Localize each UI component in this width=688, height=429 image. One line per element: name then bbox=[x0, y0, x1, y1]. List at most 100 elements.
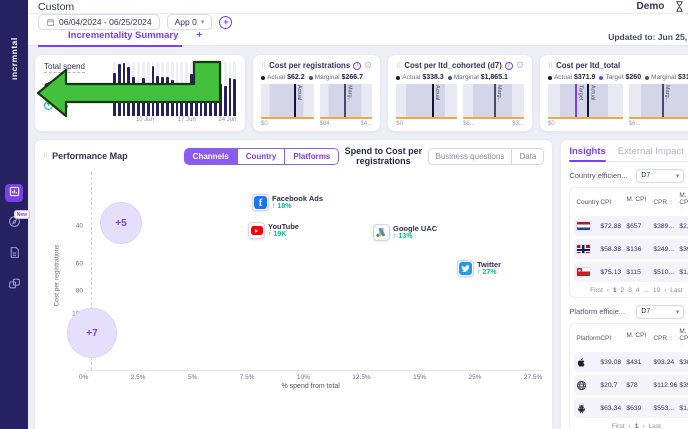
kpi-card-title: Cost per ltd_total bbox=[556, 61, 621, 70]
table-cell: $63.34 bbox=[600, 404, 622, 412]
sidebar-item-reports[interactable] bbox=[5, 246, 23, 264]
hourglass-icon[interactable] bbox=[673, 0, 686, 13]
kpi-legend: Actual $338.3 Marginal $1,865.1 bbox=[396, 74, 524, 81]
tab-insights[interactable]: Insights bbox=[569, 146, 607, 162]
distribution-axis: $0 · · · · bbox=[548, 120, 623, 127]
channel-marker-youtube[interactable]: YouTube ↑ 19K bbox=[248, 222, 299, 239]
cohort-select[interactable]: D7 ▾ bbox=[636, 304, 685, 319]
marker-label: Marg... bbox=[346, 85, 353, 103]
page-button[interactable]: 2 bbox=[620, 287, 625, 294]
tab-external-impact[interactable]: External Impact bbox=[617, 146, 684, 157]
page-button[interactable]: 1 bbox=[634, 423, 639, 429]
kpi-card-title: Cost per ltd_cohorted (d7) bbox=[404, 61, 502, 70]
page-button[interactable]: First bbox=[611, 423, 625, 429]
table-cell: $386... bbox=[679, 358, 688, 366]
sidebar-item-integrations[interactable] bbox=[5, 277, 23, 295]
settings-gear-icon[interactable]: ⚙ bbox=[515, 60, 524, 70]
kpi-card: ⠿ Cost per ltd_cohorted (d7) i ⚙ Actual $338.… bbox=[387, 54, 533, 132]
table-row: $75.13 $115 $510... $1,80... bbox=[574, 262, 688, 282]
app-selector[interactable]: App 0 ▾ bbox=[166, 14, 213, 30]
tab-incrementality-summary[interactable]: Incrementality Summary bbox=[38, 30, 183, 47]
sort-icon[interactable]: ⋮ bbox=[668, 200, 675, 206]
sidebar-item-dashboard[interactable] bbox=[5, 184, 23, 202]
drag-handle-icon[interactable]: ⠿ bbox=[43, 153, 49, 160]
distribution-charts: Target Actual $0 · · · · Marg... $6... · · · ·… bbox=[547, 84, 688, 127]
settings-gear-icon[interactable]: ⚙ bbox=[364, 60, 373, 70]
date-range-picker[interactable]: 06/04/2024 - 06/25/2024 bbox=[38, 14, 160, 30]
business-questions-button[interactable]: Business questions bbox=[428, 148, 513, 164]
legend-value: $260 bbox=[625, 74, 642, 81]
drag-handle-icon[interactable]: ⠿ bbox=[261, 62, 267, 70]
cohort-select-value: D7 bbox=[641, 308, 651, 315]
marker-label: Actual bbox=[296, 85, 303, 101]
twitter-icon bbox=[457, 260, 474, 277]
prev-page-icon[interactable]: ‹ bbox=[628, 423, 631, 429]
axis-min: $84 bbox=[319, 120, 330, 127]
google-icon bbox=[373, 224, 390, 241]
table-cell: $39.08 bbox=[600, 358, 622, 366]
table-cell: $78 bbox=[626, 381, 638, 389]
column-header: M. CPI ⋮ bbox=[626, 331, 647, 346]
channel-delta: ↑ 27% bbox=[477, 269, 497, 276]
filters-bar: 06/04/2024 - 06/25/2024 App 0 ▾ + bbox=[28, 14, 688, 30]
page-button[interactable]: ... bbox=[643, 287, 649, 294]
page-button[interactable]: Last bbox=[648, 423, 661, 429]
cluster-bubble[interactable]: +5 bbox=[100, 202, 142, 244]
performance-map-panel: ⠿ Performance Map Channels Country Platf… bbox=[34, 139, 554, 429]
table-cell: $1,80... bbox=[679, 268, 688, 276]
toggle-country[interactable]: Country bbox=[237, 148, 286, 164]
info-icon[interactable]: i bbox=[504, 61, 513, 70]
table-cell: $72.88 bbox=[600, 222, 622, 230]
add-filter-icon[interactable]: + bbox=[219, 15, 233, 29]
sort-icon[interactable]: ⋮ bbox=[626, 203, 632, 210]
axis-max: $3... bbox=[512, 120, 524, 127]
channel-marker-google-uac[interactable]: Google UAC ↑ 13% bbox=[373, 224, 437, 241]
zero-gridline bbox=[91, 172, 92, 370]
sidebar-item-explore[interactable]: New bbox=[5, 210, 30, 233]
table-cell: $58.38 bbox=[600, 245, 622, 253]
cohort-select[interactable]: D7 ▾ bbox=[636, 168, 685, 183]
sort-icon[interactable]: ⋮ bbox=[613, 336, 619, 342]
sort-icon[interactable]: ⋮ bbox=[679, 207, 685, 213]
page-button[interactable]: 19 bbox=[652, 287, 661, 294]
add-tab-button[interactable]: + bbox=[196, 30, 203, 41]
distribution-axis: $0 · · · · bbox=[396, 120, 457, 127]
info-icon[interactable]: i bbox=[353, 61, 362, 70]
data-button[interactable]: Data bbox=[512, 148, 544, 164]
axis-ticks: · · · · bbox=[414, 120, 446, 127]
sort-icon[interactable]: ⋮ bbox=[679, 343, 685, 349]
distribution-plot: Actual bbox=[396, 84, 458, 119]
legend-value: $266.7 bbox=[341, 74, 363, 81]
drag-handle-icon[interactable]: ⠿ bbox=[396, 62, 402, 70]
spend-bar bbox=[185, 62, 188, 116]
channel-marker-twitter[interactable]: Twitter ↑ 27% bbox=[457, 260, 501, 277]
toggle-platforms[interactable]: Platforms bbox=[285, 148, 339, 164]
cluster-bubble[interactable]: +7 bbox=[67, 308, 117, 358]
chevron-down-icon: ▾ bbox=[675, 172, 680, 180]
next-page-icon[interactable]: › bbox=[664, 287, 667, 294]
page-button[interactable]: 4 bbox=[635, 287, 640, 294]
drag-handle-icon[interactable]: ⠿ bbox=[547, 62, 554, 70]
axis-min: $0 bbox=[396, 120, 403, 127]
tabs-bar: Incrementality Summary + Updated to: Jun… bbox=[28, 30, 688, 47]
table-cell: $657 bbox=[626, 222, 642, 230]
prev-page-icon[interactable]: ‹ bbox=[606, 287, 609, 294]
sort-icon[interactable]: ⋮ bbox=[626, 339, 632, 346]
sort-icon[interactable]: ⋮ bbox=[613, 200, 619, 206]
marker-line bbox=[343, 84, 346, 117]
page-button[interactable]: Last bbox=[670, 287, 683, 294]
sort-icon[interactable]: ⋮ bbox=[668, 336, 675, 342]
next-page-icon[interactable]: › bbox=[642, 423, 645, 429]
kpi-card: ⠿Cost per ltd_total⚙Actual$371.9Target$2… bbox=[538, 54, 688, 132]
distribution-chart: Actual $0 · · · · bbox=[396, 84, 458, 127]
spend-bar bbox=[122, 62, 126, 116]
toggle-channels[interactable]: Channels bbox=[184, 148, 238, 164]
axis-min: $6... bbox=[463, 120, 475, 127]
page-button[interactable]: 1 bbox=[612, 287, 617, 294]
page-button[interactable]: 3 bbox=[628, 287, 632, 294]
dashboard-icon bbox=[9, 184, 20, 202]
panels-row: ⠿ Performance Map Channels Country Platf… bbox=[34, 139, 688, 429]
channel-marker-facebook-ads[interactable]: f Facebook Ads ↑ 18% bbox=[252, 194, 323, 211]
axis-tick-label: 0% bbox=[79, 374, 89, 381]
page-button[interactable]: First bbox=[590, 287, 603, 294]
